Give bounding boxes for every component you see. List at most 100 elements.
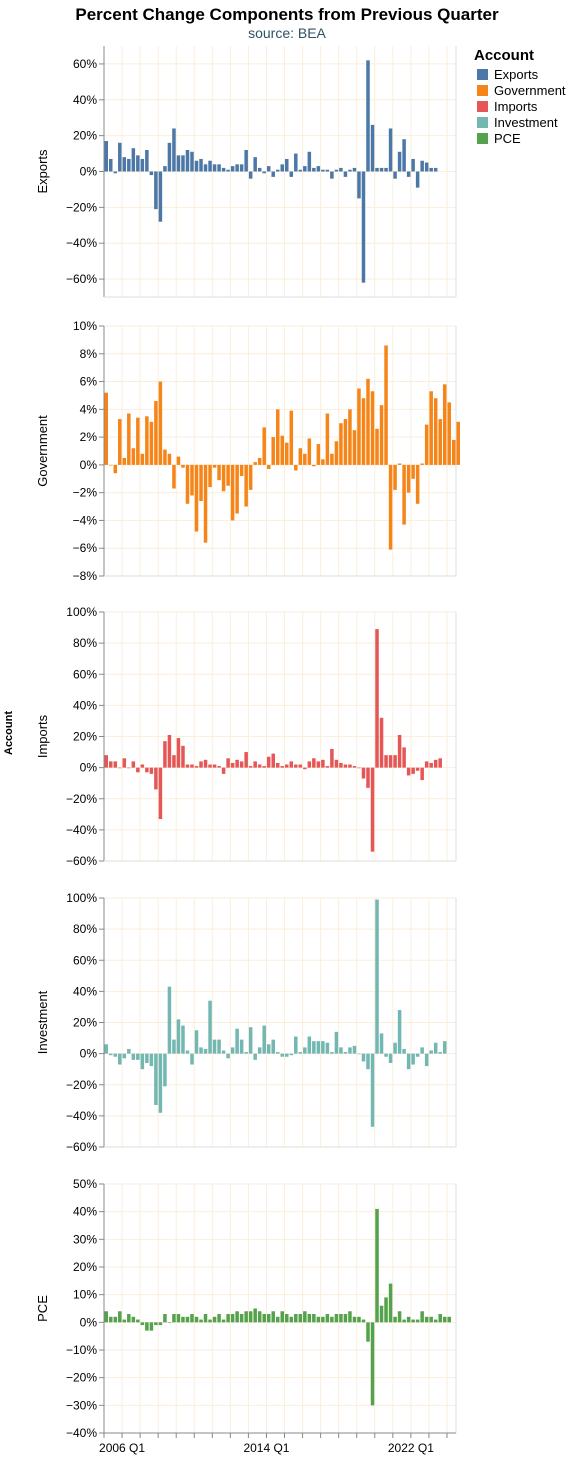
bar [451,439,456,465]
bar [239,164,244,172]
panel-exports: 60% 40% 20% 0% −20% −40% −60% Exports [35,46,457,298]
bar [248,766,253,768]
bar [325,1042,330,1054]
bar [420,1311,424,1323]
bar [280,766,285,768]
y-tick-label: 100% [66,605,97,619]
bar [393,1042,397,1054]
bar [357,1316,361,1323]
y-tick-label: −20% [66,200,97,214]
bar [136,1319,140,1323]
legend-label: Government [494,83,566,98]
y-tick-label: 40% [73,1205,97,1219]
bar [415,1053,420,1057]
bar [366,1053,370,1070]
bar [361,171,366,283]
bar [176,155,181,172]
bar [429,167,433,172]
y-tick-label: 50% [73,1177,97,1191]
bar [298,764,303,768]
bar [275,1052,280,1054]
bar [361,1319,366,1323]
bar [217,1039,221,1054]
bar [447,402,451,465]
bar [370,1053,375,1127]
bar [294,1036,298,1054]
bar [402,464,406,525]
bar [185,464,190,504]
bar [330,748,334,768]
y-tick-label: 0% [80,761,98,775]
bar [438,419,442,465]
bar [131,761,136,768]
bar [303,166,307,172]
bar [312,167,316,172]
bar [244,752,248,768]
bar [275,169,280,172]
bar [316,444,321,465]
bar [339,1314,343,1323]
bar [136,155,140,172]
bar [163,1314,167,1323]
bar [285,1314,289,1323]
bar [226,464,230,486]
y-tick-label: −60% [66,1140,97,1154]
y-tick-label: 4% [80,402,98,416]
bar [158,1053,163,1113]
bar [321,1316,325,1323]
bar [235,1311,239,1323]
bar [253,1308,257,1323]
panel-investment: 100% 80% 60% 40% 20% 0% −20% −40% −60% Investment [35,891,457,1154]
bar [334,169,339,172]
bar [145,1053,149,1063]
bar [424,424,429,465]
bar [154,1322,158,1326]
bar [262,171,266,174]
bar [411,158,415,172]
bar [127,158,131,172]
bar [185,764,190,768]
bar [203,464,208,543]
bar [235,164,239,172]
bar [384,1053,388,1057]
bar [429,1050,433,1054]
bar [122,758,127,768]
bar [113,1316,118,1323]
bar [289,410,294,465]
bar [208,764,212,768]
bar [154,767,158,790]
bar [158,767,163,819]
bar [334,759,339,768]
bar [415,1319,420,1323]
bar [275,409,280,465]
y-tick-label: −60% [66,854,97,868]
bar [172,464,176,489]
y-tick-label: 10% [73,319,97,333]
bar [109,761,113,768]
bar [158,1322,163,1326]
bar [136,767,140,773]
legend-swatch [477,85,488,96]
bar [280,1053,285,1057]
bar [388,464,393,550]
bar [113,761,118,768]
bar [122,157,127,172]
bar [285,1053,289,1057]
bar [194,1316,199,1323]
bar [339,1047,343,1054]
bar [226,758,230,768]
bar [199,464,203,501]
bar [244,1311,248,1323]
bar [294,153,298,172]
bar [127,1314,131,1323]
legend-swatch [477,101,488,112]
bar [257,167,262,172]
bar [402,139,406,172]
bar [415,767,420,771]
bar [235,759,239,768]
bar [181,1025,185,1054]
bar [357,171,361,199]
bar [167,142,172,172]
bar [321,169,325,172]
bar [429,762,433,768]
